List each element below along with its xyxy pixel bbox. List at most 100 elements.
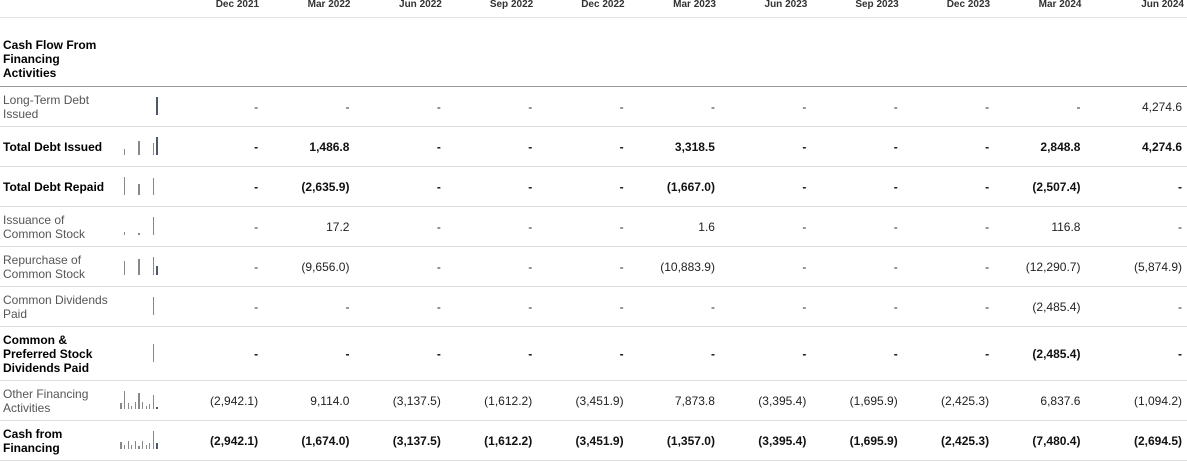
value-cell: - <box>170 166 263 207</box>
value-cell: (1,612.2) <box>444 420 537 461</box>
sparkline-cell <box>113 86 171 127</box>
value-cell: - <box>1084 206 1187 247</box>
column-header: Dec 2023 <box>901 0 994 18</box>
column-header-row: Dec 2021 Mar 2022 Jun 2022 Sep 2022 Dec 2022… <box>0 0 1187 18</box>
value-cell: 17.2 <box>262 206 354 247</box>
value-cell: - <box>810 166 902 207</box>
value-cell: (10,883.9) <box>627 246 719 287</box>
table-row: Long-Term Debt Issued - - - - - - - - - -4,274.6 <box>0 86 1187 127</box>
value-cell: 1.6 <box>627 206 719 247</box>
sparkline-bar <box>134 401 137 409</box>
table-row: Common & Preferred Stock Dividends Paid -… <box>0 326 1187 381</box>
value-cell: - <box>444 126 537 167</box>
row-label: Long-Term Debt Issued <box>0 86 114 127</box>
value-cell: (1,674.0) <box>262 420 354 461</box>
value-cell: (2,485.4) <box>993 286 1085 327</box>
value-cell: - <box>627 326 719 381</box>
sparkline-bar <box>145 405 147 409</box>
value-cell: 2,848.8 <box>993 126 1085 167</box>
sparkline <box>113 340 170 368</box>
row-label: Cash from Financing <box>0 420 114 461</box>
value-cell: (12,290.7) <box>993 246 1085 287</box>
value-cell: - <box>170 206 263 247</box>
value-cell: (2,425.3) <box>901 380 994 421</box>
value-cell: - <box>353 126 445 167</box>
value-cell: (1,667.0) <box>627 166 719 207</box>
sparkline-cell <box>113 326 171 381</box>
value-cell: - <box>810 86 902 127</box>
sparkline-cell <box>113 420 171 461</box>
sparkline <box>113 93 170 121</box>
value-cell: - <box>810 206 902 247</box>
sparkline-cell <box>113 126 171 167</box>
value-cell: - <box>262 86 354 127</box>
table-row: Other Financing Activities (2,942.1) 9,114… <box>0 380 1187 421</box>
sparkline-bar <box>156 136 158 155</box>
sparkline-bar <box>138 140 140 155</box>
value-cell: - <box>810 286 902 327</box>
value-cell: (3,395.4) <box>718 420 811 461</box>
value-cell: - <box>901 206 994 247</box>
value-cell: - <box>536 86 628 127</box>
value-cell: - <box>444 286 537 327</box>
row-label: Total Debt Issued <box>0 126 114 167</box>
value-cell: - <box>536 166 628 207</box>
row-label: Common & Preferred Stock Dividends Paid <box>0 326 114 381</box>
value-cell: - <box>353 326 445 381</box>
value-cell: - <box>444 206 537 247</box>
sparkline-cell <box>113 166 171 207</box>
value-cell: - <box>170 86 263 127</box>
value-cell: - <box>718 286 811 327</box>
value-cell: - <box>353 286 445 327</box>
section-header-row: Cash Flow From Financing Activities <box>0 17 1187 87</box>
sparkline <box>113 253 170 281</box>
value-cell: - <box>718 166 811 207</box>
sparkline-bar <box>156 442 158 449</box>
sparkline <box>113 213 170 241</box>
value-cell: - <box>718 86 811 127</box>
sparkline-bar <box>120 402 122 409</box>
value-cell: (2,507.4) <box>993 166 1085 207</box>
sparkline-bar <box>138 445 140 449</box>
header-sparkline-blank <box>113 0 171 18</box>
column-header: Mar 2022 <box>262 0 354 18</box>
sparkline-bar <box>142 401 144 409</box>
value-cell: (2,635.9) <box>262 166 354 207</box>
column-header: Sep 2023 <box>810 0 902 18</box>
sparkline-bar <box>152 296 155 315</box>
column-header: Mar 2024 <box>993 0 1085 18</box>
value-cell: - <box>444 86 537 127</box>
header-blank <box>0 0 114 18</box>
sparkline-bar <box>152 430 155 449</box>
value-cell: - <box>901 126 994 167</box>
value-cell: - <box>170 246 263 287</box>
value-cell: (2,694.5) <box>1084 420 1187 461</box>
sparkline-bar <box>152 343 155 362</box>
value-cell: - <box>536 246 628 287</box>
sparkline-bar <box>152 216 155 235</box>
table-row: Issuance of Common Stock -17.2- - -1.6- - -11… <box>0 206 1187 247</box>
sparkline-bar <box>152 142 155 155</box>
value-cell: (1,357.0) <box>627 420 719 461</box>
value-cell: - <box>901 166 994 207</box>
value-cell: - <box>170 286 263 327</box>
sparkline-bar <box>138 183 140 195</box>
sparkline-bar <box>127 402 129 409</box>
value-cell: - <box>993 86 1085 127</box>
value-cell: (3,451.9) <box>536 420 628 461</box>
sparkline-bar <box>156 265 158 275</box>
table-row: Cash from Financing (2,942.1) (1,674.0) (3,… <box>0 420 1187 461</box>
value-cell: - <box>536 206 628 247</box>
value-cell: - <box>444 166 537 207</box>
value-cell: - <box>1084 326 1187 381</box>
column-header: Sep 2022 <box>444 0 537 18</box>
value-cell: - <box>627 286 719 327</box>
value-cell: - <box>718 246 811 287</box>
sparkline-bar <box>152 256 155 275</box>
sparkline-cell <box>113 246 171 287</box>
value-cell: 7,873.8 <box>627 380 719 421</box>
sparkline-bar <box>149 403 151 409</box>
sparkline-bar <box>124 176 126 195</box>
value-cell: 4,274.6 <box>1084 86 1187 127</box>
